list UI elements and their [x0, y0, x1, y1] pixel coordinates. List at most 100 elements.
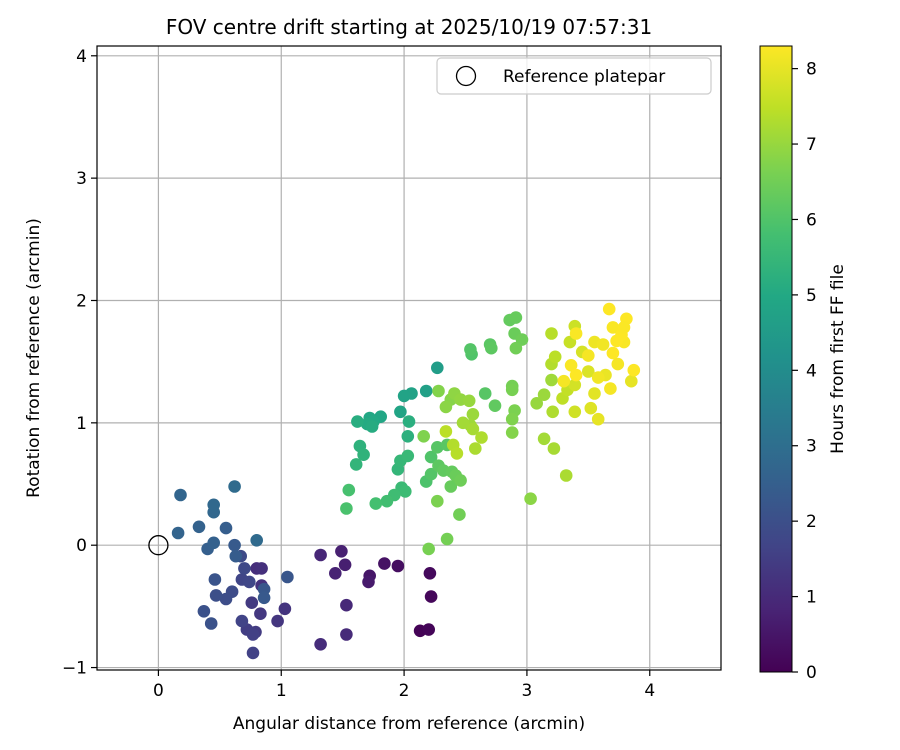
scatter-point [582, 349, 595, 362]
legend-marker-reference [455, 65, 477, 87]
scatter-point [606, 346, 620, 360]
scatter-point [357, 448, 370, 462]
y-tick-label: 4 [76, 47, 87, 67]
scatter-point [349, 458, 363, 471]
scatter-point [338, 558, 352, 572]
scatter-point [424, 467, 438, 481]
x-tick-label: 1 [276, 681, 287, 701]
scatter-point [424, 450, 438, 464]
colorbar-gradient [759, 45, 793, 673]
scatter-point [192, 520, 206, 534]
scatter-point [340, 598, 353, 612]
scatter-point [462, 394, 476, 408]
colorbar-tick-label: 5 [806, 286, 817, 306]
legend-box [436, 57, 712, 95]
scatter-point [509, 311, 523, 324]
scatter-point [229, 549, 243, 563]
scatter-point [243, 575, 256, 589]
scatter-point [557, 374, 571, 388]
scatter-point [423, 567, 437, 580]
scatter-point [537, 388, 551, 402]
chart-title: FOV centre drift starting at 2025/10/19 … [166, 15, 652, 39]
scatter-point [401, 449, 415, 463]
scatter-point [545, 327, 558, 340]
scatter-point [509, 341, 523, 355]
scatter-point [524, 492, 537, 506]
scatter-point [281, 570, 294, 584]
scatter-point [329, 567, 342, 580]
scatter-point [246, 646, 260, 660]
scatter-point [340, 628, 353, 641]
scatter-point [250, 534, 263, 547]
scatter-point [591, 412, 605, 426]
scatter-point [591, 371, 605, 384]
scatter-point [422, 623, 436, 636]
scatter-point [485, 341, 498, 355]
scatter-point [245, 596, 259, 609]
scatter-point [439, 425, 453, 438]
scatter-point [174, 488, 187, 502]
y-tick-label: 0 [76, 536, 87, 556]
scatter-point [228, 480, 241, 493]
y-tick-label: 1 [76, 414, 87, 434]
scatter-point [171, 526, 185, 540]
scatter-point [505, 412, 519, 426]
scatter-point [432, 384, 445, 398]
scatter-point [342, 483, 356, 497]
scatter-point [235, 614, 249, 628]
scatter-point [207, 536, 220, 550]
scatter-point [545, 373, 558, 387]
scatter-point [440, 532, 454, 546]
scatter-point [505, 426, 519, 439]
scatter-point [627, 363, 641, 377]
scatter-point [204, 617, 218, 630]
scatter-point [588, 387, 601, 400]
scatter-point [444, 480, 458, 493]
scatter-point [548, 350, 562, 364]
scatter-point [401, 430, 415, 443]
scatter-point [380, 494, 394, 508]
scatter-point [564, 359, 578, 372]
scatter-point [453, 508, 466, 521]
scatter-point [602, 302, 616, 316]
plot-frame [96, 45, 722, 671]
x-tick-label: 2 [399, 681, 410, 701]
legend-label-reference: Reference platepar [503, 67, 665, 87]
colorbar-tick-label: 8 [806, 60, 817, 80]
scatter-point [488, 399, 502, 413]
scatter-point [417, 430, 431, 443]
scatter-point [422, 542, 436, 556]
scatter-point [606, 321, 620, 334]
legend: Reference platepar [436, 57, 712, 95]
scatter-point [431, 441, 444, 454]
scatter-point [466, 422, 480, 436]
scatter-point [454, 474, 467, 487]
colorbar-tick-label: 7 [806, 135, 817, 155]
scatter-point [197, 605, 211, 618]
scatter-point [611, 357, 625, 371]
scatter-point [419, 384, 433, 398]
scatter-point [278, 602, 292, 616]
scatter-point [466, 408, 480, 421]
scatter-point [424, 590, 438, 603]
data-points [148, 302, 641, 660]
scatter-point [547, 442, 561, 455]
scatter-point [391, 559, 405, 573]
scatter-point [431, 494, 444, 508]
scatter-point [456, 416, 470, 430]
scatter-point [505, 383, 519, 397]
scatter-point [351, 415, 364, 428]
scatter-point [399, 485, 412, 498]
y-axis: −1 0 1 2 3 4 [62, 47, 97, 679]
scatter-point [569, 368, 583, 382]
x-tick-label: 0 [153, 681, 164, 701]
scatter-point [335, 545, 348, 558]
colorbar: 0 1 2 3 4 5 6 7 8 Hours from first FF file [759, 45, 848, 683]
scatter-point [469, 442, 482, 455]
scatter-point [617, 321, 631, 334]
scatter-point [604, 382, 617, 395]
x-tick-label: 3 [522, 681, 533, 701]
scatter-point [475, 431, 488, 444]
scatter-point [228, 538, 241, 552]
